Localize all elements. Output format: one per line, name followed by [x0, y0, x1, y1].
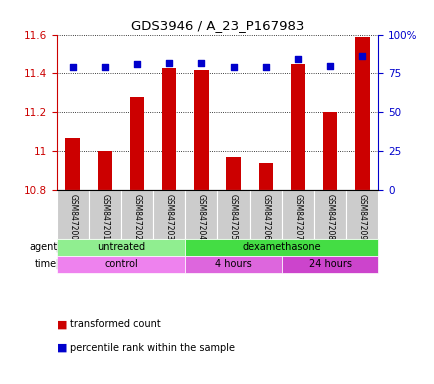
- Text: percentile rank within the sample: percentile rank within the sample: [69, 343, 234, 353]
- Bar: [56, 190, 89, 239]
- Text: 4 hours: 4 hours: [215, 259, 251, 269]
- Title: GDS3946 / A_23_P167983: GDS3946 / A_23_P167983: [131, 19, 303, 32]
- Bar: [194, 70, 208, 190]
- Text: untreated: untreated: [97, 242, 145, 252]
- Bar: [185, 190, 217, 239]
- Text: time: time: [35, 259, 57, 269]
- Text: GSM847201: GSM847201: [100, 194, 109, 240]
- Bar: [281, 190, 313, 239]
- Bar: [65, 137, 80, 190]
- Point: [101, 64, 108, 70]
- Text: GSM847203: GSM847203: [164, 194, 173, 240]
- Bar: [281, 256, 378, 273]
- Point: [262, 64, 269, 70]
- Point: [133, 61, 140, 67]
- Polygon shape: [57, 259, 60, 269]
- Text: GSM847205: GSM847205: [229, 194, 237, 240]
- Polygon shape: [57, 242, 60, 252]
- Text: GSM847204: GSM847204: [197, 194, 205, 240]
- Bar: [217, 190, 249, 239]
- Bar: [129, 97, 144, 190]
- Point: [326, 63, 333, 69]
- Bar: [258, 163, 273, 190]
- Bar: [153, 190, 185, 239]
- Bar: [226, 157, 240, 190]
- Bar: [354, 38, 369, 190]
- Text: GSM847209: GSM847209: [357, 194, 366, 240]
- Text: dexamethasone: dexamethasone: [242, 242, 320, 252]
- Point: [165, 60, 172, 66]
- Bar: [121, 190, 153, 239]
- Bar: [249, 190, 281, 239]
- Point: [230, 64, 237, 70]
- Point: [358, 53, 365, 60]
- Text: GSM847207: GSM847207: [293, 194, 302, 240]
- Text: agent: agent: [29, 242, 57, 252]
- Bar: [290, 64, 305, 190]
- Text: GSM847206: GSM847206: [261, 194, 270, 240]
- Text: GSM847200: GSM847200: [68, 194, 77, 240]
- Point: [69, 64, 76, 70]
- Point: [197, 60, 204, 66]
- Bar: [313, 190, 345, 239]
- Text: control: control: [104, 259, 138, 269]
- Bar: [185, 239, 378, 256]
- Bar: [56, 256, 185, 273]
- Text: GSM847202: GSM847202: [132, 194, 141, 240]
- Bar: [89, 190, 121, 239]
- Bar: [345, 190, 378, 239]
- Bar: [97, 151, 112, 190]
- Bar: [185, 256, 281, 273]
- Text: ■: ■: [56, 343, 67, 353]
- Bar: [161, 68, 176, 190]
- Text: 24 hours: 24 hours: [308, 259, 351, 269]
- Text: ■: ■: [56, 319, 67, 329]
- Bar: [322, 112, 337, 190]
- Text: GSM847208: GSM847208: [325, 194, 334, 240]
- Point: [294, 56, 301, 63]
- Bar: [56, 239, 185, 256]
- Text: transformed count: transformed count: [69, 319, 160, 329]
